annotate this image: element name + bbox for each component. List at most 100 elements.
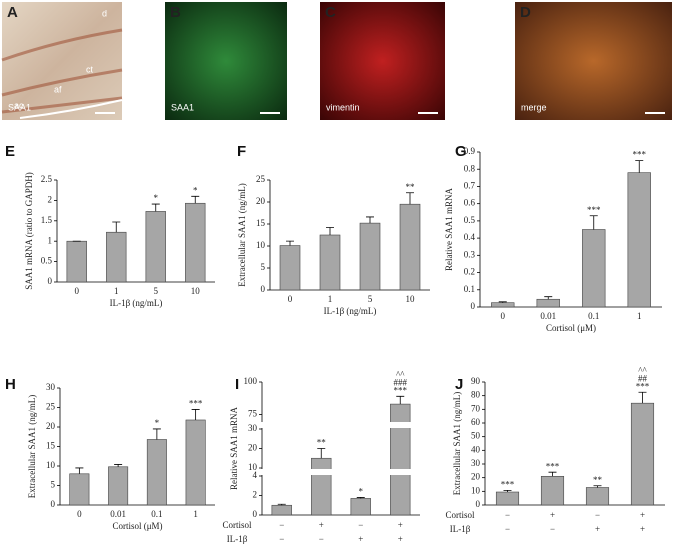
y-axis-label: Relative SAA1 mRNA (444, 188, 454, 271)
y-tick-label: 5 (261, 262, 266, 272)
significance-mark: *** (501, 479, 515, 489)
bar (279, 245, 301, 291)
significance-mark: ** (406, 182, 416, 192)
y-tick-label: 0 (51, 499, 56, 509)
condition-value: − (595, 510, 600, 520)
significance-mark: ** (593, 475, 603, 485)
error-bar (593, 485, 602, 488)
significance-mark: *** (587, 205, 601, 215)
bar (495, 491, 520, 506)
image-label: af (54, 84, 62, 94)
x-tick-label: 5 (368, 294, 373, 304)
error-bar (406, 192, 414, 205)
bar (146, 439, 167, 506)
y-tick-label: 0.5 (41, 256, 53, 266)
error-bar (548, 471, 557, 477)
y-tick-label: 15 (46, 441, 56, 451)
error-bar (151, 203, 160, 212)
y-tick-label: 100 (244, 376, 258, 386)
condition-value: − (505, 510, 510, 520)
panel-letter: H (5, 376, 16, 393)
y-tick-label: 50 (471, 431, 481, 441)
bar (536, 298, 560, 308)
condition-value: − (279, 534, 284, 544)
error-bar (317, 448, 326, 459)
error-bar (635, 160, 644, 173)
y-tick-label: 0.7 (464, 181, 476, 191)
tissue-edge (19, 99, 123, 119)
x-tick-label: 10 (191, 286, 201, 296)
bar (311, 457, 332, 516)
error-bar (356, 497, 365, 499)
y-tick-label: 10 (248, 462, 258, 472)
condition-value: − (505, 524, 510, 534)
error-bar (366, 216, 374, 224)
y-tick-label: 30 (471, 458, 481, 468)
y-tick-label: 60 (471, 417, 481, 427)
bar (540, 475, 565, 506)
condition-name: Cortisol (222, 520, 252, 530)
condition-value: + (358, 534, 363, 544)
x-tick-label: 0.1 (151, 509, 162, 519)
y-tick-label: 10 (471, 485, 481, 495)
y-tick-label: 1 (48, 235, 53, 245)
axis-break (261, 422, 421, 428)
bar (108, 466, 129, 506)
error-bar (286, 240, 294, 246)
y-tick-label: 4 (253, 470, 258, 480)
condition-value: − (279, 520, 284, 530)
x-tick-label: 1 (193, 509, 198, 519)
y-tick-label: 2.5 (41, 174, 53, 184)
y-tick-label: 0 (261, 284, 266, 294)
x-tick-label: 0 (75, 286, 80, 296)
axis-break (261, 469, 421, 475)
significance-mark: *** (633, 150, 647, 160)
condition-value: + (640, 510, 645, 520)
bar (585, 487, 610, 506)
condition-name: IL-1β (227, 534, 248, 544)
y-tick-label: 0 (476, 499, 481, 509)
bar (69, 473, 90, 506)
y-tick-label: 75 (248, 409, 258, 419)
bar (271, 504, 292, 516)
y-tick-label: 20 (471, 472, 481, 482)
panel-letter: G (455, 143, 467, 160)
error-bar (191, 409, 200, 420)
condition-value: + (550, 510, 555, 520)
error-bar (75, 467, 84, 474)
y-tick-label: 0.1 (464, 284, 475, 294)
condition-value: − (319, 534, 324, 544)
condition-value: − (358, 520, 363, 530)
tissue-layer (1, 28, 123, 114)
significance-mark: * (193, 185, 198, 195)
y-tick-label: 2 (253, 490, 258, 500)
y-tick-label: 2 (48, 194, 53, 204)
y-tick-label: 0 (253, 509, 258, 519)
image-label: ac (14, 100, 24, 110)
micrograph (320, 2, 445, 120)
error-bar (191, 195, 200, 204)
y-tick-label: 0.8 (464, 163, 476, 173)
error-bar (638, 391, 647, 404)
y-axis-label: Extracellular SAA1 (ng/mL) (237, 183, 247, 286)
condition-value: + (398, 534, 403, 544)
y-tick-label: 0.5 (464, 215, 476, 225)
x-tick-label: 1 (328, 294, 333, 304)
y-tick-label: 25 (256, 174, 266, 184)
bar (106, 231, 127, 283)
y-tick-label: 90 (471, 376, 481, 386)
significance-mark: *** (636, 381, 650, 391)
x-tick-label: 0.01 (540, 311, 556, 321)
error-bar (503, 489, 512, 493)
image-label: ct (86, 64, 94, 74)
y-axis-label: Extracellular SAA1 (ng/mL) (27, 395, 37, 498)
error-bar (498, 301, 507, 303)
panel-letter: I (235, 376, 239, 393)
panel-letter: F (237, 143, 246, 160)
y-tick-label: 1.5 (41, 215, 53, 225)
x-tick-label: 1 (114, 286, 119, 296)
condition-name: IL-1β (450, 524, 471, 534)
panel-letter: C (325, 4, 336, 21)
image-label: d (102, 8, 107, 18)
